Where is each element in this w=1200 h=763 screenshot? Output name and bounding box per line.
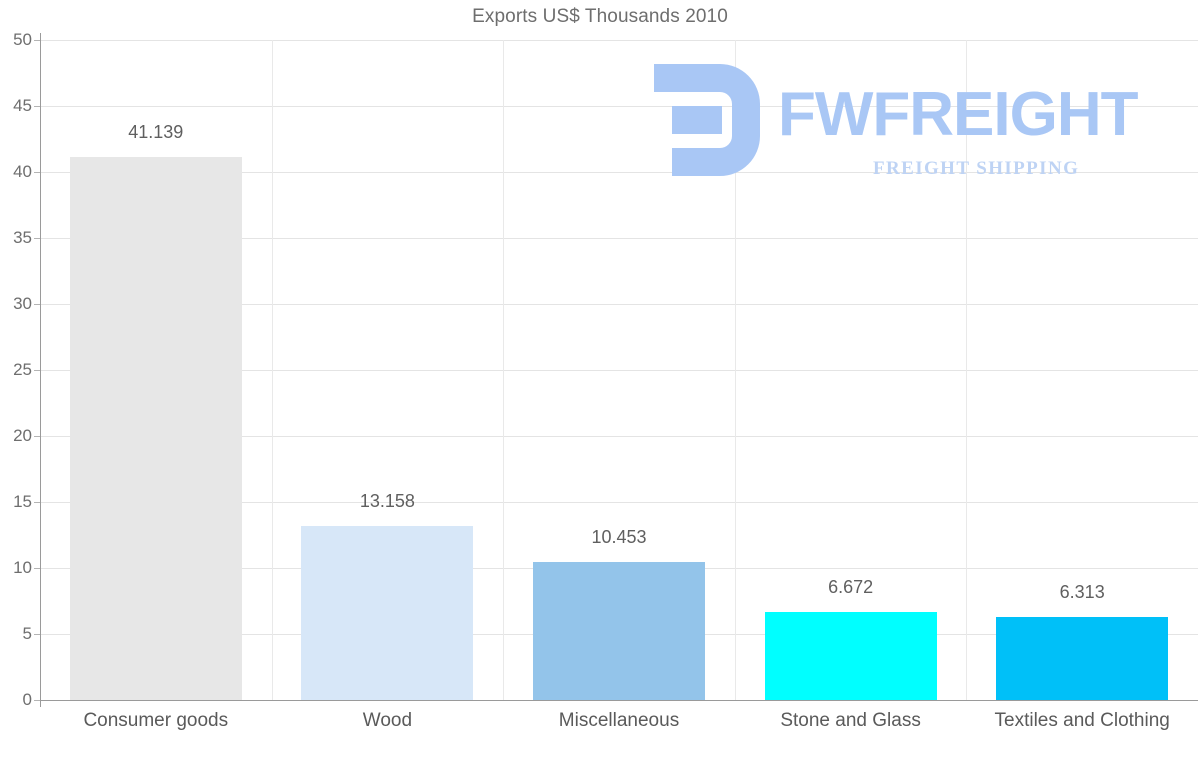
gridline-horizontal (40, 40, 1198, 41)
gridline-horizontal (40, 502, 1198, 503)
gridline-vertical (734, 40, 736, 700)
y-axis-tick-mark (34, 568, 40, 569)
y-axis-tick-mark (34, 436, 40, 437)
y-axis-tick-label: 35 (13, 228, 32, 247)
y-axis-tick-label: 15 (13, 492, 32, 511)
y-axis-tick-mark (34, 700, 40, 701)
bar[interactable] (301, 526, 474, 700)
y-axis-tick-label: 20 (13, 426, 32, 445)
bar-value-label: 41.139 (128, 121, 184, 142)
y-axis-tick-mark (34, 370, 40, 371)
bar[interactable] (69, 156, 242, 700)
y-axis-tick-label: 30 (13, 294, 32, 313)
bar-value-label: 6.313 (1059, 581, 1105, 602)
y-axis-tick-label: 25 (13, 360, 32, 379)
plot-area (40, 40, 1198, 700)
y-axis-tick-mark (34, 634, 40, 635)
gridline-horizontal (40, 370, 1198, 371)
bar[interactable] (764, 611, 937, 700)
bar-value-label: 13.158 (359, 491, 415, 512)
x-axis-category-label: Miscellaneous (558, 710, 680, 731)
gridline-horizontal (40, 172, 1198, 173)
y-axis-tick-label: 40 (13, 162, 32, 181)
y-axis-tick-label: 10 (13, 558, 32, 577)
y-axis-tick-label: 0 (22, 690, 32, 709)
y-axis-tick-mark (34, 238, 40, 239)
gridline-horizontal (40, 106, 1198, 107)
x-axis-line (40, 700, 1198, 701)
y-axis-tick-label: 50 (13, 30, 32, 49)
y-axis-tick-mark (34, 502, 40, 503)
chart-title: Exports US$ Thousands 2010 (472, 6, 728, 27)
y-axis-line (40, 33, 41, 707)
y-axis-tick-label: 45 (13, 96, 32, 115)
gridline-horizontal (40, 238, 1198, 239)
x-axis-category-label: Textiles and Clothing (994, 710, 1170, 731)
gridline-horizontal (40, 436, 1198, 437)
gridline-vertical (503, 40, 505, 700)
x-axis-category-label: Wood (362, 710, 413, 731)
y-axis-tick-mark (34, 40, 40, 41)
gridline-vertical (966, 40, 968, 700)
gridline-horizontal (40, 304, 1198, 305)
bar-value-label: 6.672 (828, 576, 874, 597)
gridline-vertical (271, 40, 273, 700)
bar-value-label: 10.453 (591, 527, 647, 548)
y-axis-tick-mark (34, 106, 40, 107)
y-axis-tick-mark (34, 304, 40, 305)
x-axis-category-label: Consumer goods (83, 710, 229, 731)
bar[interactable] (996, 616, 1169, 700)
x-axis-category-label: Stone and Glass (780, 710, 921, 731)
y-axis-tick-mark (34, 172, 40, 173)
bar[interactable] (533, 562, 705, 700)
y-axis-tick-label: 5 (22, 624, 32, 643)
